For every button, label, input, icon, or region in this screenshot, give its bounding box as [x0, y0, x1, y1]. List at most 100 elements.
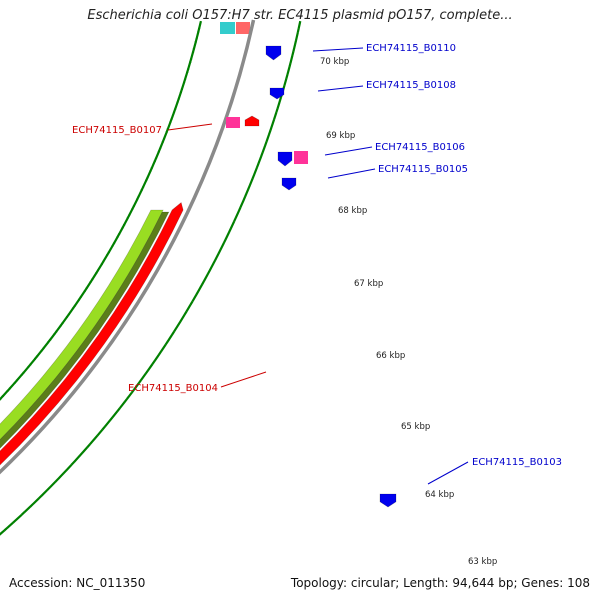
outer-tick	[289, 55, 294, 64]
outer-tick	[78, 452, 83, 457]
kbp-label: 66 kbp	[376, 351, 405, 361]
outer-tick	[242, 196, 247, 201]
outer-tick	[288, 62, 292, 68]
outer-tick	[214, 252, 220, 261]
outer-tick	[126, 391, 133, 400]
outer-tick	[177, 320, 182, 326]
outer-tick	[133, 382, 140, 391]
gene-label: ECH74115_B0105	[378, 164, 468, 175]
outer-tick	[0, 529, 6, 536]
inner-tick	[49, 332, 56, 341]
outer-tick	[217, 249, 222, 254]
gene-label: ECH74115_B0110	[366, 43, 456, 54]
outer-tick	[269, 122, 274, 132]
outer-tick-track	[0, 20, 302, 536]
outer-tick	[261, 145, 267, 154]
backbone-arc	[0, 19, 256, 475]
dark-green-feature	[0, 211, 170, 449]
gene-b0110-marker	[265, 45, 282, 61]
inner-tick	[170, 111, 176, 120]
outer-tick	[158, 350, 163, 356]
outer-tick	[294, 32, 299, 41]
outer-tick	[189, 300, 194, 306]
inner-tick	[146, 170, 152, 179]
outer-tick	[228, 228, 232, 233]
kbp-label: 69 kbp	[326, 131, 355, 141]
gene-label: ECH74115_B0107	[72, 125, 162, 136]
inner-tick	[107, 245, 114, 254]
kbp-label: 63 kbp	[468, 557, 497, 567]
gene-label: ECH74115_B0106	[375, 142, 465, 153]
outer-tick	[272, 111, 278, 120]
outer-tick	[255, 163, 260, 168]
outer-tick	[70, 461, 75, 466]
gene-label-leader	[167, 123, 213, 131]
gene-label: ECH74115_B0108	[366, 80, 456, 91]
feature-track	[0, 22, 250, 449]
gene-label: ECH74115_B0103	[472, 457, 562, 468]
inner-tick	[91, 272, 98, 281]
outer-tick	[73, 455, 81, 463]
outer-tick	[203, 273, 209, 282]
inner-tick	[0, 397, 2, 401]
outer-tick	[164, 340, 169, 346]
kbp-label: 64 kbp	[425, 490, 454, 500]
outer-tick	[248, 177, 254, 187]
kbp-label: 65 kbp	[401, 422, 430, 432]
outer-tick	[123, 398, 128, 403]
outer-tick	[224, 231, 231, 240]
inner-tick	[154, 150, 160, 160]
inner-tick	[158, 141, 164, 150]
light-green-feature	[0, 209, 164, 441]
outer-tick	[234, 210, 240, 219]
gene-label-leader	[324, 146, 373, 156]
outer-tick	[29, 503, 34, 508]
inner-tick	[162, 131, 168, 140]
outer-tick	[111, 410, 119, 419]
kbp-label: 70 kbp	[320, 57, 349, 67]
outer-tick	[140, 373, 147, 381]
outer-tick	[153, 353, 161, 362]
outer-tick	[173, 324, 180, 333]
inner-tick	[73, 298, 81, 307]
inner-tick	[150, 160, 156, 169]
gene-b0108-marker	[269, 87, 285, 100]
outer-tick	[247, 185, 251, 190]
inner-tick-track	[0, 20, 202, 401]
inner-tick	[186, 61, 192, 70]
accession-text: Accession: NC_011350	[9, 576, 146, 590]
outer-tick	[294, 40, 298, 45]
outer-tick	[244, 188, 250, 198]
kbp-scale: 70 kbp 69 kbp 68 kbp 67 kbp 66 kbp 65 kbp 64 k…	[320, 57, 497, 567]
inner-tick	[197, 20, 202, 30]
outer-tick	[219, 242, 225, 251]
inner-tick	[183, 71, 189, 80]
outer-tick	[265, 133, 271, 143]
gene-b0104-arc	[0, 201, 184, 466]
outer-tick	[286, 66, 291, 75]
outer-tick	[208, 263, 215, 272]
outer-tick	[160, 343, 167, 352]
outer-tick	[296, 28, 300, 33]
outer-tick	[171, 330, 176, 336]
cyan-feature	[220, 22, 235, 34]
outer-tick	[222, 238, 227, 244]
kbp-label: 68 kbp	[338, 206, 367, 216]
outer-tick	[239, 199, 245, 208]
inner-tick	[123, 217, 129, 226]
backbone-track	[0, 19, 256, 475]
inner-tick	[79, 289, 86, 298]
inner-tick	[42, 341, 50, 350]
inner-tick	[137, 189, 143, 198]
outer-tick	[12, 519, 17, 524]
outer-tick	[264, 141, 268, 146]
inner-tick	[102, 254, 109, 263]
gene-b0106-marker	[277, 151, 293, 167]
outer-tick	[166, 334, 173, 343]
outer-tick	[253, 167, 259, 176]
inner-tick	[112, 236, 119, 245]
inner-tick	[180, 81, 186, 90]
outer-tick	[285, 74, 289, 79]
gene-label-leader	[317, 85, 364, 92]
gene-label-layer: ECH74115_B0110 ECH74115_B0108 ECH74115_B01…	[72, 43, 562, 485]
